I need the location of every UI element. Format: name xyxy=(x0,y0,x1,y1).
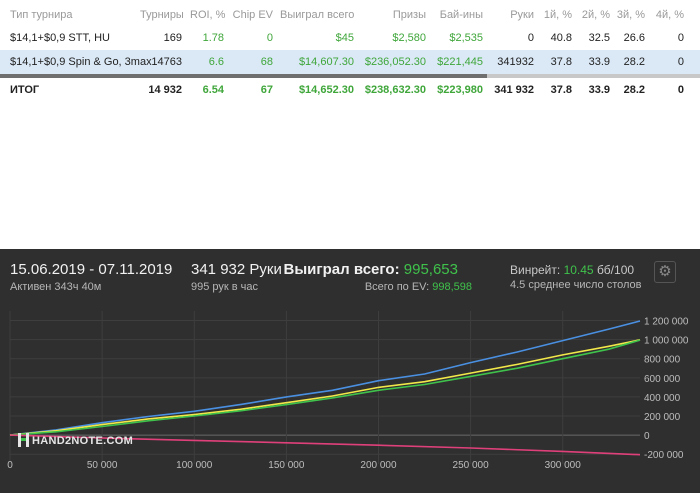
cell-p4: 0 xyxy=(677,32,684,44)
hand2note-logo: HAND2NOTE.COM xyxy=(18,433,133,447)
y-tick-label: 0 xyxy=(644,431,650,442)
winrate: Винрейт: 10.45 бб/100 xyxy=(510,263,634,277)
horizontal-scrollbar[interactable] xyxy=(0,74,700,78)
y-tick-label: -200 000 xyxy=(644,450,684,461)
cell-prizes: $2,580 xyxy=(392,32,426,44)
active-time: Активен 343ч 40м xyxy=(10,281,102,293)
column-header-p2[interactable]: 2й, % xyxy=(581,9,610,21)
cell-p2: 33.9 xyxy=(588,56,610,68)
x-tick-label: 150 000 xyxy=(268,460,305,471)
y-tick-label: 400 000 xyxy=(644,393,681,404)
hands-count: 341 932 Руки xyxy=(191,261,282,278)
cell-won: $45 xyxy=(335,32,354,44)
results-graph-panel: 1 200 000 1 000 000 800 000 600 000 400 000 2… xyxy=(0,249,700,493)
series-line-4 xyxy=(9,434,641,456)
total-roi: 6.54 xyxy=(202,84,224,96)
x-tick-label: 100 000 xyxy=(176,460,213,471)
y-tick-label: 600 000 xyxy=(644,374,681,385)
y-tick-label: 1 000 000 xyxy=(644,336,689,347)
total-hands: 341 932 xyxy=(494,84,534,96)
cell-p2: 32.5 xyxy=(588,32,610,44)
won-total: Выиграл всего: 995,653 xyxy=(284,261,458,278)
x-tick-label: 0 xyxy=(7,460,13,471)
date-range[interactable]: 15.06.2019 - 07.11.2019 xyxy=(10,261,173,278)
column-header-tournaments[interactable]: Турниры xyxy=(140,9,184,21)
ev-total: Всего по EV: 998,598 xyxy=(365,281,472,293)
x-tick-label: 250 000 xyxy=(453,460,490,471)
total-row: ИТОГ 14 932 6.54 67 $14,652.30 $238,632.30 $22… xyxy=(0,78,700,102)
table-row[interactable]: $14,1+$0,9 STT, HU 169 1.78 0 $45 $2,580 $2,53… xyxy=(0,26,700,50)
won-label: Выиграл всего: xyxy=(283,261,400,278)
total-p1: 37.8 xyxy=(550,84,572,96)
cell-chip-ev: 0 xyxy=(266,32,273,44)
cell-prizes: $236,052.30 xyxy=(364,56,426,68)
cell-hands: 0 xyxy=(527,32,534,44)
total-tournaments: 14 932 xyxy=(148,84,182,96)
column-header-p4[interactable]: 4й, % xyxy=(655,9,684,21)
column-header-chip-ev[interactable]: Chip EV xyxy=(232,9,273,21)
cell-type: $14,1+$0,9 Spin & Go, 3max xyxy=(10,56,152,68)
hands-per-hour: 995 рук в час xyxy=(191,281,259,293)
cell-tournaments: 14763 xyxy=(151,56,182,68)
cell-p3: 26.6 xyxy=(623,32,645,44)
cell-tournaments: 169 xyxy=(163,32,182,44)
cell-buyins: $2,535 xyxy=(449,32,483,44)
x-tick-label: 300 000 xyxy=(545,460,582,471)
tournament-stats-table: Тип турнира Турниры ROI, % Chip EV Выиграл в… xyxy=(0,0,700,96)
cell-chip-ev: 68 xyxy=(260,56,273,68)
total-type: ИТОГ xyxy=(10,84,40,96)
cell-roi: 6.6 xyxy=(208,56,224,68)
ev-label: Всего по EV: xyxy=(364,281,430,293)
total-buyins: $223,980 xyxy=(437,84,483,96)
y-tick-label: 800 000 xyxy=(644,355,681,366)
column-header-p3[interactable]: 3й, % xyxy=(616,9,645,21)
logo-mark-icon xyxy=(18,433,29,447)
column-header-prizes[interactable]: Призы xyxy=(392,9,426,21)
column-header-buyins[interactable]: Бай-ины xyxy=(439,9,483,21)
series-line-1 xyxy=(9,320,641,436)
total-p4: 0 xyxy=(677,84,684,96)
cell-buyins: $221,445 xyxy=(437,56,483,68)
total-p3: 28.2 xyxy=(623,84,645,96)
column-header-roi[interactable]: ROI, % xyxy=(190,9,226,21)
gear-icon[interactable]: ⚙ xyxy=(654,261,676,283)
cell-roi: 1.78 xyxy=(202,32,224,44)
total-prizes: $238,632.30 xyxy=(364,84,426,96)
won-value: 995,653 xyxy=(403,261,458,278)
column-header-hands[interactable]: Руки xyxy=(510,9,534,21)
series-line-3 xyxy=(9,339,641,436)
cell-p3: 28.2 xyxy=(623,56,645,68)
total-won: $14,652.30 xyxy=(298,84,354,96)
avg-tables: 4.5 среднее число столов xyxy=(510,279,642,291)
column-header-p1[interactable]: 1й, % xyxy=(543,9,572,21)
column-header-type[interactable]: Тип турнира xyxy=(10,9,73,21)
x-tick-label: 50 000 xyxy=(87,460,118,471)
logo-text: HAND2NOTE.COM xyxy=(32,435,134,447)
cell-p1: 37.8 xyxy=(550,56,572,68)
y-tick-label: 1 200 000 xyxy=(644,317,689,328)
y-tick-label: 200 000 xyxy=(644,412,681,423)
cell-hands: 341932 xyxy=(497,56,534,68)
winrate-unit: бб/100 xyxy=(596,263,635,277)
total-chip-ev: 67 xyxy=(260,84,273,96)
x-tick-label: 200 000 xyxy=(360,460,397,471)
winrate-value: 10.45 xyxy=(563,263,594,277)
series-line-2 xyxy=(9,339,641,436)
table-header: Тип турнира Турниры ROI, % Chip EV Выиграл в… xyxy=(0,0,700,26)
ev-value: 998,598 xyxy=(432,281,472,293)
cell-won: $14,607.30 xyxy=(298,56,354,68)
profit-chart: 1 200 000 1 000 000 800 000 600 000 400 000 2… xyxy=(7,311,689,471)
cell-type: $14,1+$0,9 STT, HU xyxy=(10,32,110,44)
cell-p4: 0 xyxy=(677,56,684,68)
winrate-label: Винрейт: xyxy=(510,263,561,277)
scrollbar-thumb[interactable] xyxy=(0,74,487,78)
total-p2: 33.9 xyxy=(588,84,610,96)
column-header-won[interactable]: Выиграл всего xyxy=(280,9,355,21)
cell-p1: 40.8 xyxy=(550,32,572,44)
table-row[interactable]: $14,1+$0,9 Spin & Go, 3max 14763 6.6 68 $14,… xyxy=(0,50,700,74)
